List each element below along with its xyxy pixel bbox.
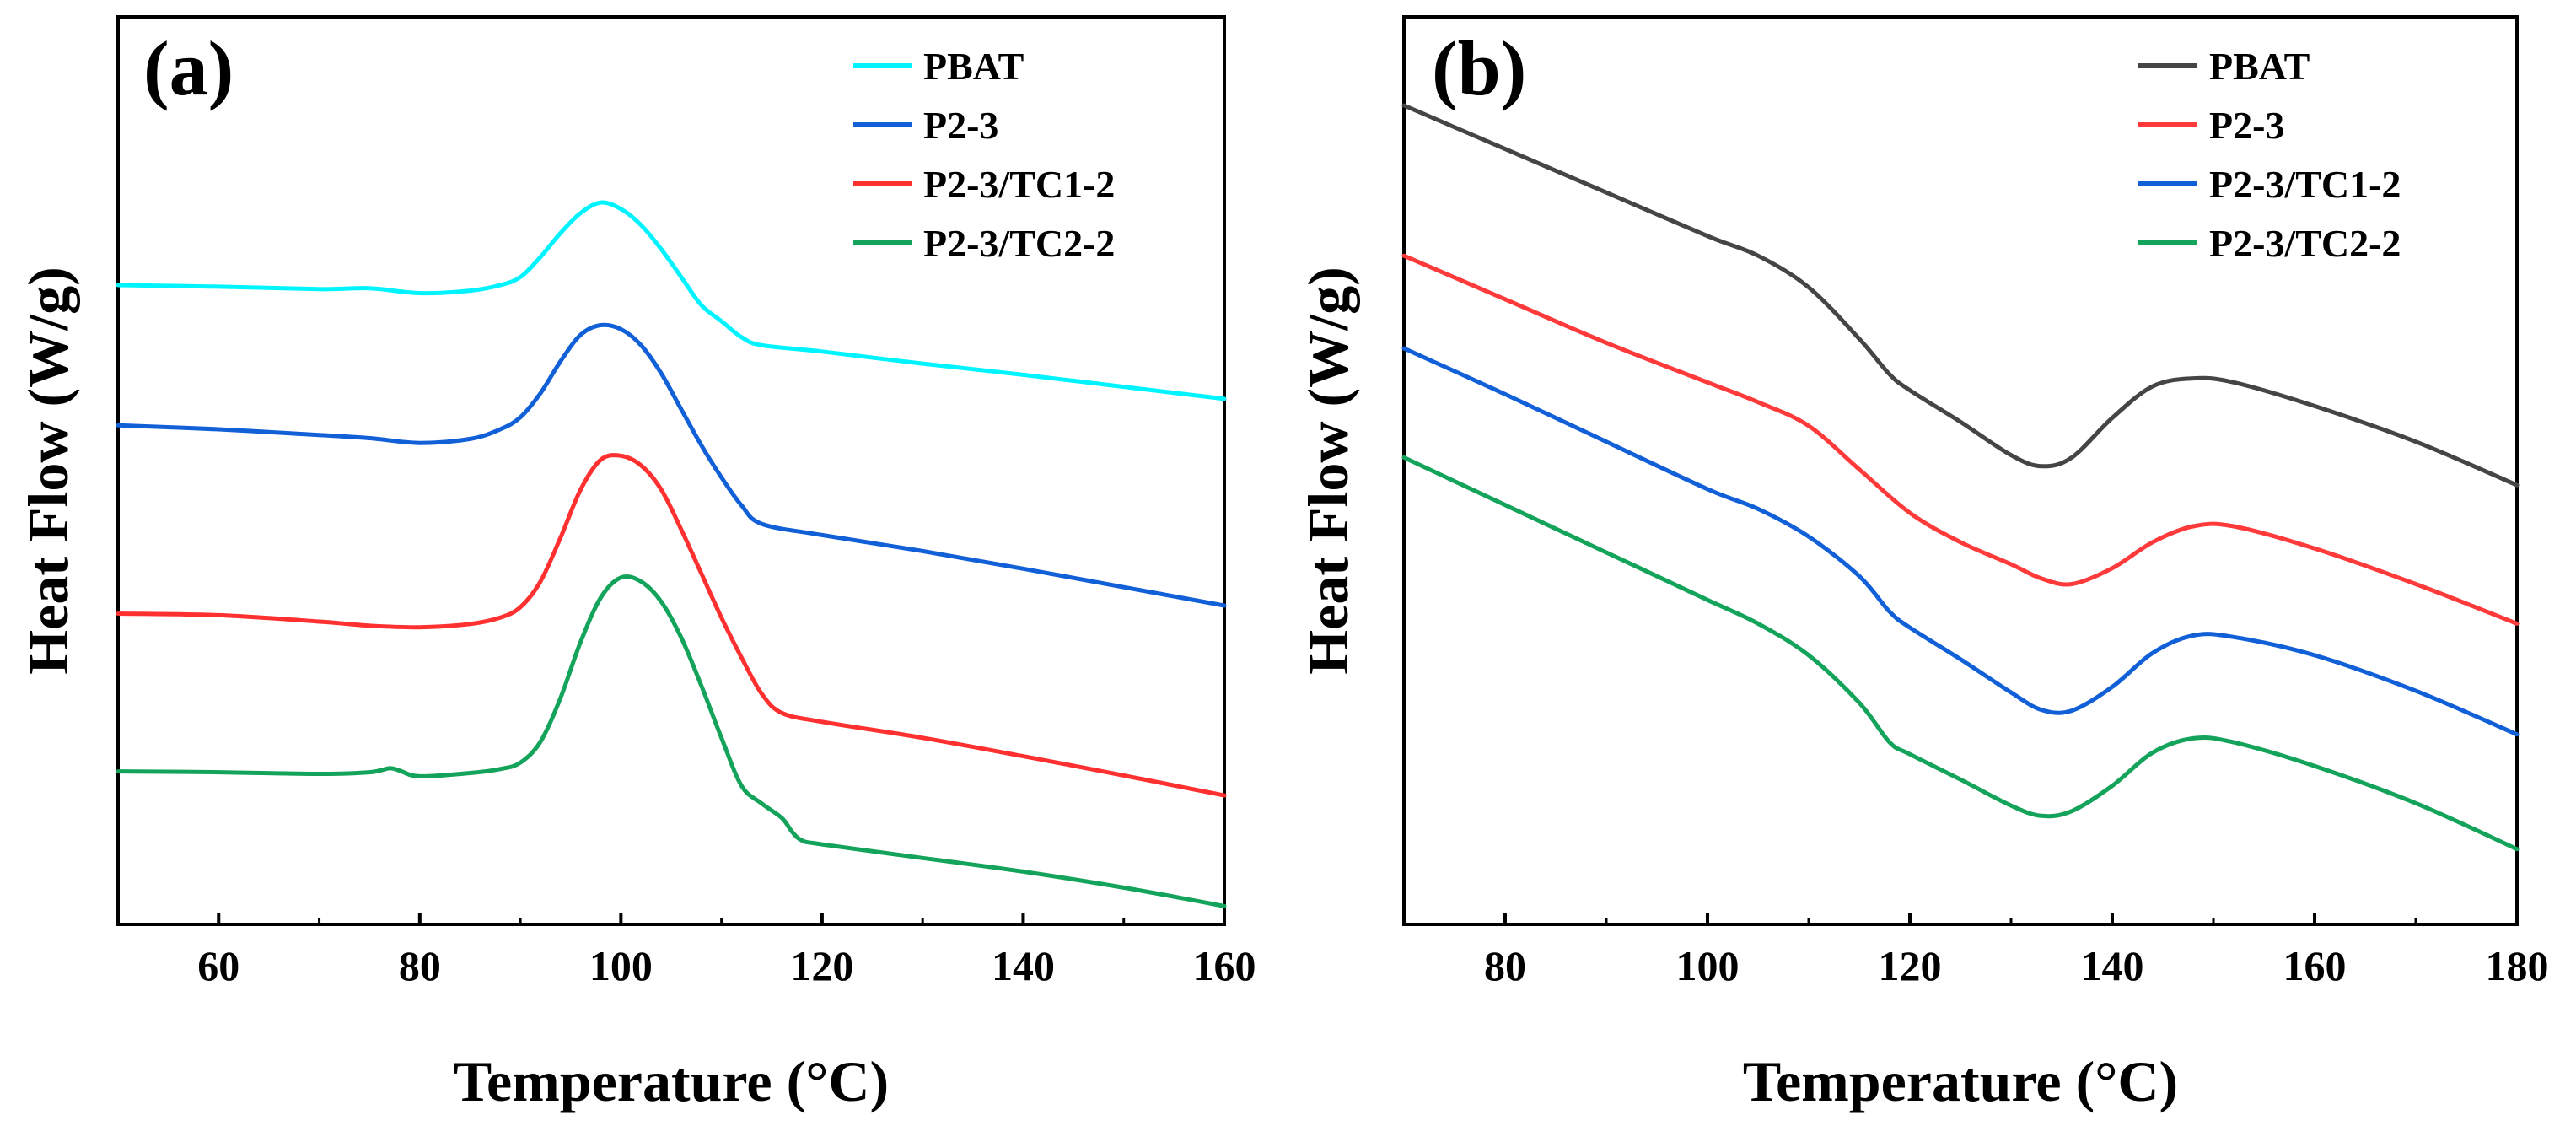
series-line-a-p2-3-tc1-2 bbox=[116, 453, 1227, 798]
legend-label-b-p2-3: P2-3 bbox=[2209, 104, 2284, 147]
panel-label-a: (a) bbox=[143, 25, 234, 111]
series-line-a-pbat bbox=[116, 200, 1227, 401]
x-tick-label-b-120: 120 bbox=[1879, 942, 1942, 989]
x-tick-label-a-80: 80 bbox=[399, 942, 441, 989]
plot-frame-a bbox=[116, 15, 1226, 926]
legend-label-a-p2-3-tc2-2: P2-3/TC2-2 bbox=[923, 222, 1115, 265]
x-tick-label-a-60: 60 bbox=[197, 942, 239, 989]
xticks-b: 80 100 120 140 160 180 bbox=[1484, 913, 2549, 989]
legend-label-a-pbat: PBAT bbox=[923, 45, 1024, 88]
series-line-b-p2-3-tc1-2 bbox=[1401, 346, 2520, 737]
x-tick-label-a-100: 100 bbox=[589, 942, 653, 989]
series-line-a-p2-3 bbox=[116, 322, 1227, 608]
x-tick-label-a-160: 160 bbox=[1193, 942, 1256, 989]
series-b bbox=[1401, 103, 2520, 852]
x-tick-label-a-140: 140 bbox=[992, 942, 1055, 989]
y-axis-title-a: Heat Flow (W/g) bbox=[16, 267, 80, 674]
series-line-a-p2-3-tc2-2 bbox=[116, 574, 1227, 908]
xticks-a: 60 80 100 120 140 160 bbox=[197, 913, 1256, 989]
panel-label-b: (b) bbox=[1432, 25, 1526, 111]
x-tick-label-b-100: 100 bbox=[1676, 942, 1740, 989]
x-tick-label-a-120: 120 bbox=[790, 942, 853, 989]
panel-b: 80 100 120 140 160 180 PBAT P2-3 P2-3/TC1-2 P2-3… bbox=[1296, 15, 2549, 1113]
x-axis-title-b: Temperature (°C) bbox=[1743, 1049, 2178, 1113]
legend-label-b-pbat: PBAT bbox=[2209, 45, 2310, 88]
series-line-b-p2-3 bbox=[1401, 253, 2520, 626]
x-axis-title-a: Temperature (°C) bbox=[454, 1049, 889, 1113]
y-axis-title-b: Heat Flow (W/g) bbox=[1296, 267, 1360, 674]
legend-label-a-p2-3: P2-3 bbox=[923, 104, 998, 147]
panel-a: 60 80 100 120 140 160 PBAT P2-3 P2-3/TC1-2 P2-3/… bbox=[16, 15, 1256, 1113]
legend-label-b-p2-3-tc1-2: P2-3/TC1-2 bbox=[2209, 163, 2401, 206]
x-tick-label-b-180: 180 bbox=[2486, 942, 2549, 989]
legend-label-a-p2-3-tc1-2: P2-3/TC1-2 bbox=[923, 163, 1115, 206]
series-line-b-pbat bbox=[1401, 103, 2520, 488]
legend-label-b-p2-3-tc2-2: P2-3/TC2-2 bbox=[2209, 222, 2401, 265]
x-tick-label-b-140: 140 bbox=[2081, 942, 2144, 989]
plot-frame-b bbox=[1402, 15, 2519, 926]
x-tick-label-b-80: 80 bbox=[1484, 942, 1526, 989]
legend-a: PBAT P2-3 P2-3/TC1-2 P2-3/TC2-2 bbox=[853, 45, 1115, 265]
series-line-b-p2-3-tc2-2 bbox=[1401, 455, 2520, 852]
legend-b: PBAT P2-3 P2-3/TC1-2 P2-3/TC2-2 bbox=[2138, 45, 2401, 265]
x-tick-label-b-160: 160 bbox=[2283, 942, 2347, 989]
series-a bbox=[116, 200, 1227, 908]
